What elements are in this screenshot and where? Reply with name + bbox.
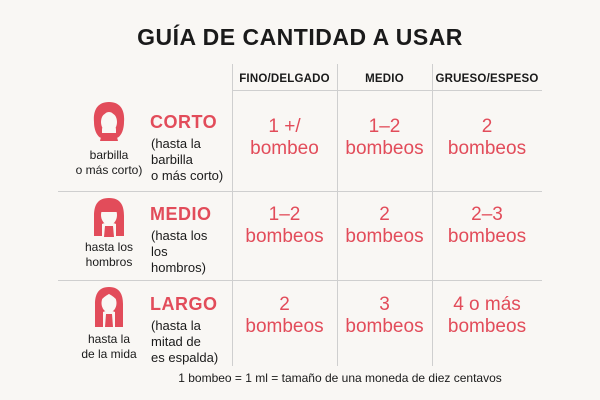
row-medium-caption: hasta los hombros [84,240,134,269]
cell-medium-fine: 1–2 bombeos [245,204,324,247]
column-header-medium: MEDIO [365,73,404,85]
row-long-caption: hasta la de la mida [81,332,137,361]
cell-long-medium: 3 bombeos [345,294,424,337]
cell-long-fine: 2 bombeos [245,294,324,337]
row-long-description: (hasta la mitad de es espalda) [151,318,219,365]
grid-line [432,64,433,366]
long-hair-icon [95,287,123,327]
page-title: GUÍA DE CANTIDAD A USAR [137,24,463,50]
grid-line [58,280,542,281]
short-hair-icon [93,102,125,141]
cell-medium-thick: 2–3 bombeos [447,204,527,247]
row-short-name: CORTO [150,112,218,132]
footnote: 1 bombeo = 1 ml = tamaño de una moneda d… [178,371,502,385]
column-header-thick: GRUESO/ESPESO [435,73,539,85]
cell-short-fine: 1 +/bombeo [250,116,319,159]
cell-short-medium: 1–2 bombeos [345,116,424,159]
cell-medium-medium: 2 bombeos [345,204,424,247]
grid-line [232,64,233,366]
row-short-description: (hasta la barbilla o más corto) [151,136,224,183]
row-long-name: LARGO [150,294,218,314]
grid-line [58,191,542,192]
cell-long-thick: 4 o más bombeos [447,294,527,337]
row-short-caption: barbilla o más corto) [75,148,143,177]
medium-hair-icon [94,198,124,237]
grid-line [337,64,338,366]
cell-short-thick: 2 bombeos [447,116,527,159]
row-medium-description: (hasta los los hombros) [151,228,208,275]
row-medium-name: MEDIO [150,204,212,224]
grid-line [232,90,542,91]
column-header-fine: FINO/DELGADO [239,73,330,85]
